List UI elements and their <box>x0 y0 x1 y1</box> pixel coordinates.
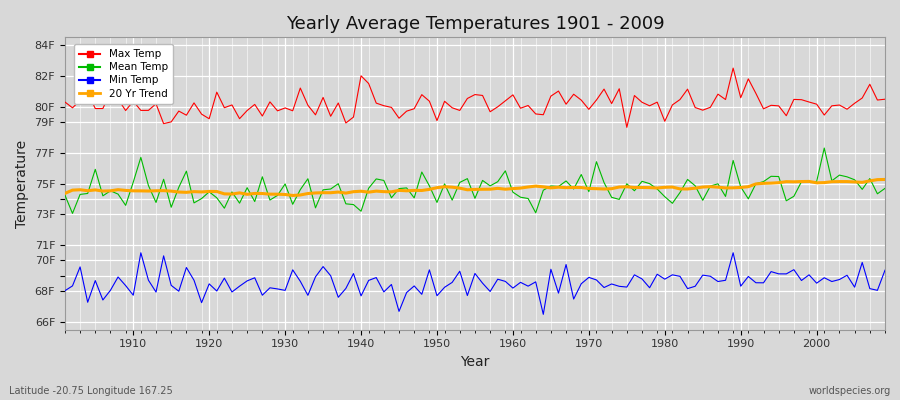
X-axis label: Year: Year <box>460 355 490 369</box>
Text: worldspecies.org: worldspecies.org <box>809 386 891 396</box>
Title: Yearly Average Temperatures 1901 - 2009: Yearly Average Temperatures 1901 - 2009 <box>285 15 664 33</box>
Text: Latitude -20.75 Longitude 167.25: Latitude -20.75 Longitude 167.25 <box>9 386 173 396</box>
Y-axis label: Temperature: Temperature <box>15 140 29 228</box>
Legend: Max Temp, Mean Temp, Min Temp, 20 Yr Trend: Max Temp, Mean Temp, Min Temp, 20 Yr Tre… <box>74 44 173 104</box>
